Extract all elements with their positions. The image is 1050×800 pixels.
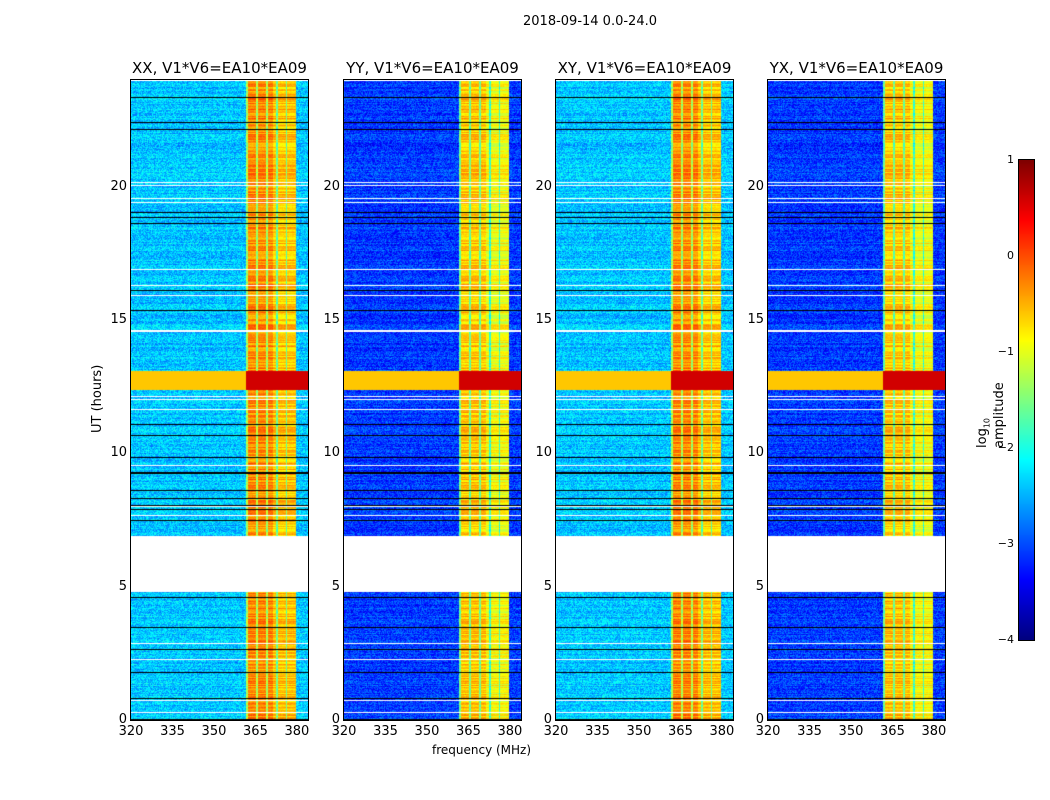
- x-tick-label: 365: [668, 724, 693, 739]
- heatmap-image: [344, 80, 521, 720]
- x-tick-label: 320: [331, 724, 357, 739]
- colorbar-tick-label: −3: [997, 537, 1014, 550]
- x-tick-label: 335: [373, 724, 398, 739]
- colorbar: [1018, 159, 1035, 641]
- y-tick-label: 15: [323, 312, 340, 327]
- x-tick-label: 320: [118, 724, 144, 739]
- x-tick-label: 335: [160, 724, 185, 739]
- y-tick-label: 20: [535, 178, 552, 194]
- y-tick-label: 15: [747, 312, 764, 327]
- y-tick-label: 5: [118, 578, 127, 594]
- x-tick-label: 350: [201, 724, 227, 739]
- x-tick-label: 380: [921, 724, 947, 739]
- x-tick-label: 335: [585, 724, 610, 739]
- y-tick-label: 20: [110, 178, 127, 194]
- y-tick-label: 20: [323, 178, 340, 194]
- y-tick-label: 15: [110, 312, 127, 327]
- spectrogram-panel: [343, 79, 522, 721]
- y-tick-label: 5: [543, 578, 552, 594]
- panel-title: YY, V1*V6=EA10*EA09: [346, 59, 519, 77]
- x-tick-label: 320: [543, 724, 569, 739]
- panel-title: XX, V1*V6=EA10*EA09: [132, 59, 307, 77]
- y-tick-label: 10: [747, 445, 764, 461]
- spectrogram-panel: [130, 79, 309, 721]
- x-tick-label: 380: [284, 724, 310, 739]
- x-tick-label: 320: [755, 724, 781, 739]
- figure-title: 2018-09-14 0.0-24.0: [523, 14, 657, 29]
- y-tick-label: 10: [535, 445, 552, 461]
- y-tick-label: 20: [747, 178, 764, 194]
- y-tick-label: 0: [543, 712, 552, 727]
- colorbar-tick-label: −4: [997, 633, 1014, 646]
- x-tick-label: 350: [626, 724, 652, 739]
- x-tick-label: 365: [243, 724, 268, 739]
- colorbar-label: log10 amplitude: [975, 382, 1007, 448]
- colorbar-tick-label: −1: [997, 345, 1014, 358]
- colorbar-tick-label: 1: [1007, 153, 1014, 166]
- y-tick-label: 5: [331, 578, 340, 594]
- x-tick-label: 365: [880, 724, 905, 739]
- y-tick-label: 10: [110, 445, 127, 461]
- heatmap-image: [556, 80, 733, 720]
- spectrogram-panel: [555, 79, 734, 721]
- y-tick-label: 0: [755, 712, 764, 727]
- heatmap-image: [768, 80, 945, 720]
- x-tick-label: 380: [497, 724, 523, 739]
- heatmap-image: [131, 80, 308, 720]
- x-tick-label: 365: [456, 724, 481, 739]
- panel-title: XY, V1*V6=EA10*EA09: [557, 59, 732, 77]
- x-tick-label: 350: [838, 724, 864, 739]
- y-tick-label: 0: [118, 712, 127, 727]
- x-tick-label: 335: [797, 724, 822, 739]
- y-tick-label: 0: [331, 712, 340, 727]
- y-tick-label: 10: [323, 445, 340, 461]
- x-axis-label: frequency (MHz): [432, 743, 532, 757]
- y-axis-label: UT (hours): [90, 364, 105, 433]
- x-tick-label: 350: [414, 724, 440, 739]
- spectrogram-panel: [767, 79, 946, 721]
- panel-title: YX, V1*V6=EA10*EA09: [769, 59, 944, 77]
- colorbar-tick-label: −2: [997, 441, 1014, 454]
- y-tick-label: 15: [535, 312, 552, 327]
- colorbar-tick-label: 0: [1007, 249, 1014, 262]
- x-tick-label: 380: [709, 724, 735, 739]
- y-tick-label: 5: [755, 578, 764, 594]
